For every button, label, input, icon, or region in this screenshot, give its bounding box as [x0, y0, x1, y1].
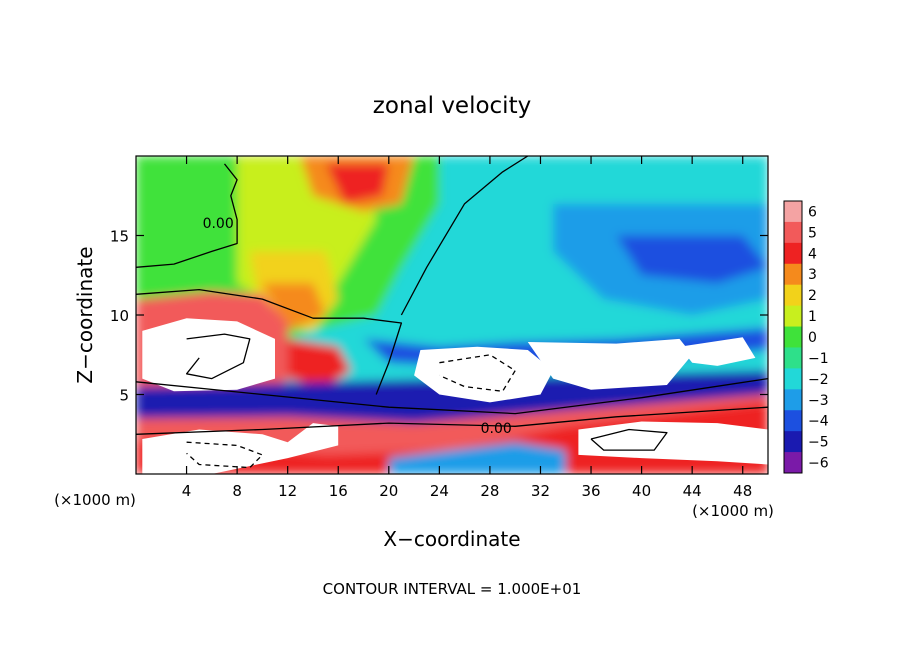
- colorbar-label-11: −5: [808, 435, 829, 451]
- colorbar: 6 5 4 3 2 1 0 −1 −2 −3 −4 −5 −6: [783, 200, 829, 474]
- x-tick-label-28: 28: [480, 482, 499, 500]
- contour-line-7: [439, 354, 516, 392]
- colorbar-label-2: 4: [808, 246, 817, 262]
- plot-area: 0.00 0.00: [136, 156, 768, 474]
- x-tick-label-20: 20: [379, 482, 398, 500]
- colorbar-swatch-2: [784, 242, 802, 265]
- x-axis-label: X−coordinate: [383, 527, 520, 551]
- colorbar-swatch-8: [784, 368, 802, 390]
- colorbar-swatch-0: [784, 201, 802, 223]
- y-axis-ticks: 5 10 15: [110, 228, 768, 405]
- colorbar-label-12: −6: [808, 456, 829, 472]
- colorbar-label-9: −3: [808, 393, 829, 409]
- x-tick-label-4: 4: [182, 482, 192, 500]
- colorbar-swatch-9: [784, 389, 802, 411]
- contour-line-0: [136, 163, 238, 268]
- colorbar-frame: [783, 200, 803, 474]
- field-region-9: [325, 163, 389, 204]
- field-region-16: [388, 442, 566, 474]
- field-region-7: [262, 283, 326, 331]
- y-tick-label-10: 10: [110, 307, 129, 325]
- contour-line-1: [400, 156, 529, 316]
- colorbar-label-10: −4: [808, 414, 829, 430]
- contour-line-4: [136, 406, 768, 435]
- chart-title: zonal velocity: [373, 93, 531, 119]
- colorbar-swatch-7: [784, 347, 802, 369]
- x-axis-unit-right: (×1000 m): [692, 502, 774, 520]
- contour-label-0: 0.00: [203, 216, 234, 232]
- colorbar-label-4: 2: [808, 288, 817, 304]
- colorbar-swatch-11: [784, 431, 802, 453]
- x-tick-label-8: 8: [232, 482, 242, 500]
- contour-line-2: [136, 288, 403, 395]
- masked-region-0: [142, 318, 275, 392]
- x-tick-label-48: 48: [733, 482, 752, 500]
- colorbar-label-7: −1: [808, 351, 829, 367]
- colorbar-label-3: 3: [808, 267, 817, 283]
- x-tick-label-44: 44: [683, 482, 702, 500]
- colorbar-swatch-6: [784, 326, 802, 348]
- y-tick-label-15: 15: [110, 228, 129, 246]
- x-tick-label-16: 16: [329, 482, 348, 500]
- masked-region-5: [578, 421, 768, 465]
- x-tick-label-24: 24: [430, 482, 449, 500]
- x-tick-label-12: 12: [278, 482, 297, 500]
- colorbar-swatch-5: [784, 305, 802, 327]
- x-axis-unit-left: (×1000 m): [54, 491, 136, 509]
- x-tick-label-36: 36: [581, 482, 600, 500]
- colorbar-swatch-4: [784, 284, 802, 307]
- y-axis-label: Z−coordinate: [73, 246, 97, 383]
- colorbar-label-5: 1: [808, 309, 817, 325]
- colorbar-label-0: 6: [808, 204, 817, 220]
- masked-region-2: [527, 338, 693, 390]
- contour-label-1: 0.00: [481, 421, 512, 437]
- colorbar-label-6: 0: [808, 330, 817, 346]
- colorbar-swatch-3: [784, 263, 802, 286]
- x-axis-ticks: 4 8 12 16 20 24 28 32 36 40 44 48: [182, 156, 752, 500]
- contour-labels: 0.00 0.00: [203, 216, 512, 437]
- colorbar-swatch-10: [784, 410, 802, 432]
- x-tick-label-32: 32: [531, 482, 550, 500]
- masked-regions: [142, 318, 768, 474]
- masked-region-4: [142, 423, 339, 474]
- colorbar-swatch-1: [784, 221, 802, 244]
- field-region-2: [136, 163, 238, 323]
- masked-region-3: [679, 337, 756, 366]
- colorbar-label-1: 5: [808, 225, 817, 241]
- colorbar-swatch-12: [784, 452, 802, 474]
- contour-line-6: [590, 428, 668, 451]
- contour-interval-note: CONTOUR INTERVAL = 1.000E+01: [323, 580, 582, 598]
- field-region-5: [616, 235, 768, 284]
- contour-line-3: [136, 377, 768, 415]
- x-tick-label-40: 40: [632, 482, 651, 500]
- contour-lines: [136, 156, 768, 469]
- y-tick-label-5: 5: [119, 387, 129, 405]
- contour-line-5: [185, 333, 251, 380]
- colorbar-label-8: −2: [808, 372, 829, 388]
- field-region-11: [287, 338, 351, 387]
